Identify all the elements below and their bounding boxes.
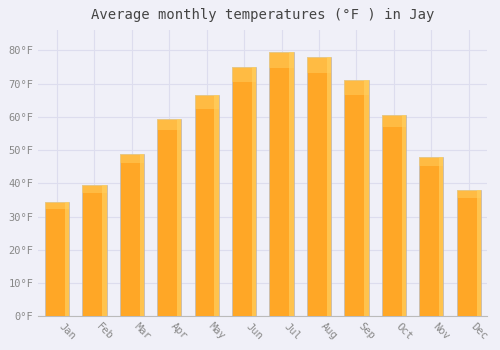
Bar xyxy=(290,52,294,316)
Bar xyxy=(64,202,69,316)
Bar xyxy=(232,67,256,82)
Bar xyxy=(344,80,368,316)
Bar xyxy=(157,119,182,316)
Bar xyxy=(382,115,406,127)
Bar xyxy=(140,154,144,316)
Bar xyxy=(194,95,219,316)
Title: Average monthly temperatures (°F ) in Jay: Average monthly temperatures (°F ) in Ja… xyxy=(91,8,434,22)
Bar xyxy=(102,185,106,316)
Bar xyxy=(476,190,481,316)
Bar xyxy=(419,157,444,316)
Bar xyxy=(120,154,144,163)
Bar xyxy=(44,202,69,209)
Bar xyxy=(327,57,331,316)
Bar xyxy=(120,154,144,316)
Bar xyxy=(307,57,331,72)
Bar xyxy=(82,185,106,193)
Bar xyxy=(82,185,106,316)
Bar xyxy=(177,119,182,316)
Bar xyxy=(382,115,406,316)
Bar xyxy=(344,80,368,94)
Bar xyxy=(214,95,219,316)
Bar xyxy=(232,67,256,316)
Bar xyxy=(270,52,293,316)
Bar xyxy=(44,202,69,316)
Bar xyxy=(456,190,481,198)
Bar xyxy=(307,57,331,316)
Bar xyxy=(439,157,444,316)
Bar xyxy=(402,115,406,316)
Bar xyxy=(456,190,481,316)
Bar xyxy=(157,119,182,131)
Bar xyxy=(270,52,293,68)
Bar xyxy=(419,157,444,166)
Bar xyxy=(364,80,368,316)
Bar xyxy=(194,95,219,108)
Bar xyxy=(252,67,256,316)
